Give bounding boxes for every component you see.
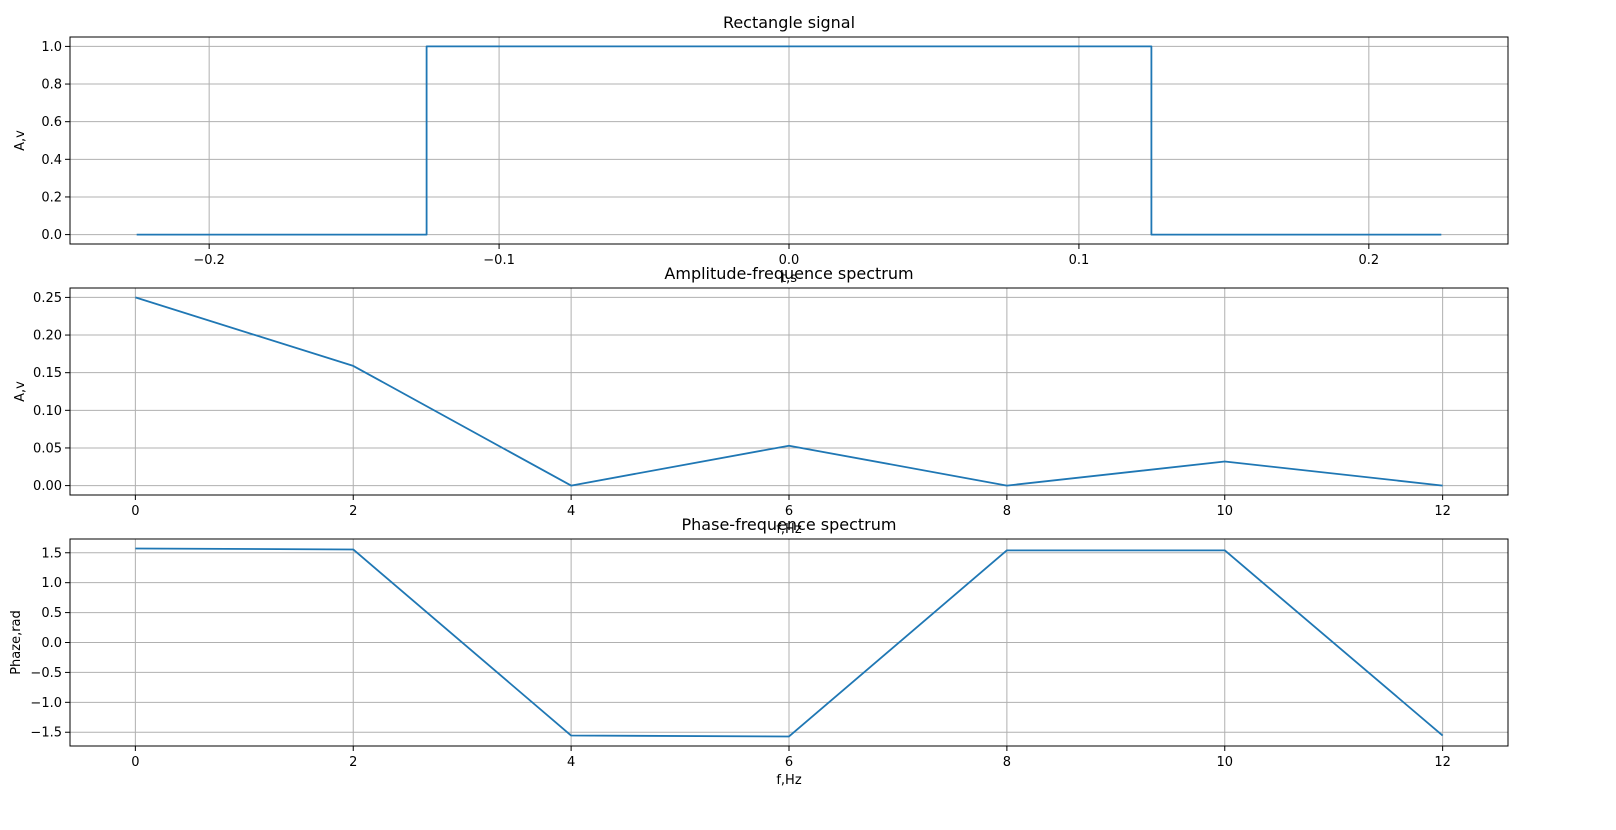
amplitude-spectrum-ytick-label: 0.15 [33, 366, 62, 381]
amplitude-spectrum-ytick-label: 0.10 [33, 404, 62, 419]
amplitude-spectrum-subplot: 0 2 4 6 8 10 12 0.00 0.05 0.10 0.15 0.20 0.25 Amplit… [13, 264, 1509, 537]
rectangle-signal-subplot: −0.2 −0.1 0.0 0.1 0.2 0.0 0.2 0.4 0.6 0.8 1.0 Rect… [13, 13, 1509, 286]
amplitude-spectrum-xlabel: f,Hz [776, 522, 801, 537]
rectangle-signal-xtick-label: 0.0 [779, 253, 800, 268]
amplitude-spectrum-xtick-label: 2 [349, 504, 357, 519]
phase-spectrum-ytick-label: 1.0 [41, 576, 62, 591]
amplitude-spectrum-ytick-label: 0.25 [33, 291, 62, 306]
phase-spectrum-ytick-label: −1.0 [30, 696, 62, 711]
rectangle-signal-grid [70, 37, 1508, 244]
phase-spectrum-grid [70, 539, 1508, 746]
rectangle-signal-title: Rectangle signal [723, 13, 855, 32]
rectangle-signal-xlabel: t,s [781, 271, 797, 286]
amplitude-spectrum-grid [70, 288, 1508, 495]
rectangle-signal-ticks: −0.2 −0.1 0.0 0.1 0.2 0.0 0.2 0.4 0.6 0.8 1.0 [41, 40, 1379, 268]
phase-spectrum-xtick-label: 4 [567, 755, 575, 770]
rectangle-signal-ytick-label: 0.4 [41, 153, 62, 168]
phase-spectrum-ytick-label: −1.5 [30, 726, 62, 741]
amplitude-spectrum-line [135, 296, 1443, 487]
phase-spectrum-ytick-label: −0.5 [30, 666, 62, 681]
rectangle-signal-ytick-label: 1.0 [41, 40, 62, 55]
amplitude-spectrum-ytick-label: 0.20 [33, 329, 62, 344]
phase-spectrum-xtick-label: 12 [1434, 755, 1451, 770]
phase-spectrum-ytick-label: 0.5 [41, 606, 62, 621]
phase-spectrum-ticks: 0 2 4 6 8 10 12 −1.5 −1.0 −0.5 0.0 0.5 1.0 1.5 [30, 546, 1450, 770]
amplitude-spectrum-ylabel: A,v [13, 381, 28, 402]
amplitude-spectrum-xtick-label: 12 [1434, 504, 1451, 519]
rectangle-signal-line [136, 45, 1442, 236]
amplitude-spectrum-xtick-label: 8 [1003, 504, 1011, 519]
amplitude-spectrum-xtick-label: 6 [785, 504, 793, 519]
phase-spectrum-title: Phase-frequence spectrum [682, 515, 897, 534]
phase-spectrum-ytick-label: 0.0 [41, 636, 62, 651]
rectangle-signal-ytick-label: 0.8 [41, 78, 62, 93]
phase-spectrum-ytick-label: 1.5 [41, 546, 62, 561]
phase-spectrum-line [135, 547, 1444, 738]
rectangle-signal-ylabel: A,v [13, 130, 28, 151]
amplitude-spectrum-title: Amplitude-frequence spectrum [664, 264, 913, 283]
rectangle-signal-ytick-label: 0.0 [41, 228, 62, 243]
amplitude-spectrum-ytick-label: 0.05 [33, 441, 62, 456]
phase-spectrum-subplot: 0 2 4 6 8 10 12 −1.5 −1.0 −0.5 0.0 0.5 1.0 1.5 Phase-… [9, 515, 1509, 788]
phase-spectrum-xtick-label: 10 [1216, 755, 1233, 770]
amplitude-spectrum-ytick-label: 0.00 [33, 479, 62, 494]
amplitude-spectrum-ticks: 0 2 4 6 8 10 12 0.00 0.05 0.10 0.15 0.20 0.25 [33, 291, 1451, 519]
phase-spectrum-xtick-label: 6 [785, 755, 793, 770]
amplitude-spectrum-xtick-label: 0 [131, 504, 139, 519]
rectangle-signal-ytick-label: 0.2 [41, 190, 62, 205]
amplitude-spectrum-xtick-label: 10 [1216, 504, 1233, 519]
rectangle-signal-xtick-label: −0.1 [483, 253, 515, 268]
phase-spectrum-xtick-label: 8 [1003, 755, 1011, 770]
amplitude-spectrum-xtick-label: 4 [567, 504, 575, 519]
phase-spectrum-xlabel: f,Hz [776, 773, 801, 788]
rectangle-signal-xtick-label: 0.2 [1358, 253, 1379, 268]
phase-spectrum-xtick-label: 0 [131, 755, 139, 770]
phase-spectrum-ylabel: Phaze,rad [9, 610, 24, 675]
rectangle-signal-xtick-label: 0.1 [1069, 253, 1090, 268]
phase-spectrum-xtick-label: 2 [349, 755, 357, 770]
rectangle-signal-xtick-label: −0.2 [193, 253, 225, 268]
rectangle-signal-ytick-label: 0.6 [41, 115, 62, 130]
